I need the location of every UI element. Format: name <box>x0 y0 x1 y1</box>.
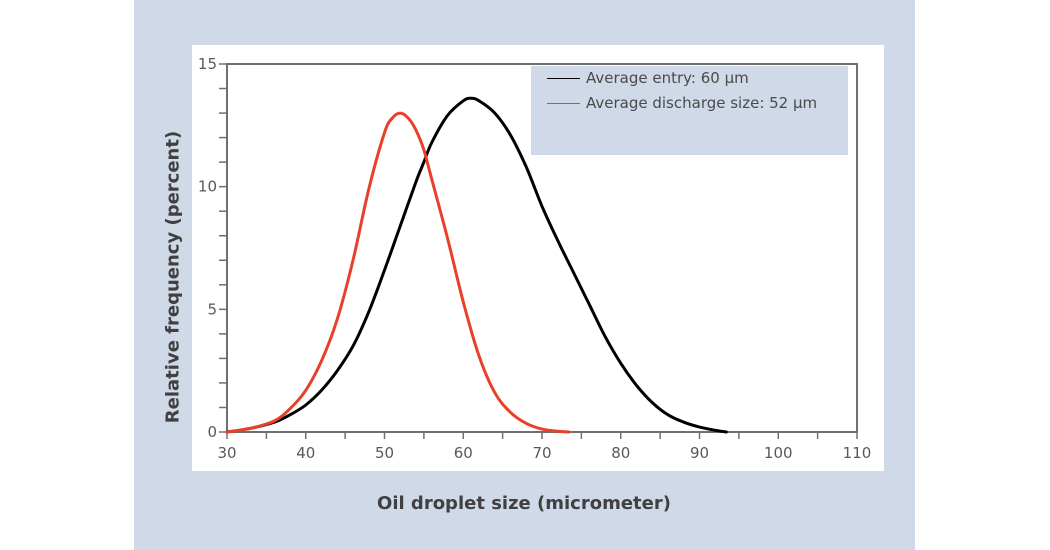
legend-item-discharge: Average discharge size: 52 µm <box>547 92 817 114</box>
legend-line-red-icon <box>547 102 580 104</box>
y-tick-label: 5 <box>207 300 217 318</box>
axes: 30 40 50 60 70 80 90 100 110 0 5 10 15 <box>198 55 871 462</box>
legend: Average entry: 60 µm Average discharge s… <box>531 66 848 155</box>
x-axis-title: Oil droplet size (micrometer) <box>377 493 671 514</box>
legend-label: Average entry: 60 µm <box>586 69 749 87</box>
x-tick-label: 70 <box>532 444 551 462</box>
y-axis-title: Relative frequency (percent) <box>162 130 184 424</box>
x-tick-label: 100 <box>764 444 793 462</box>
legend-label: Average discharge size: 52 µm <box>586 94 818 112</box>
y-tick-label: 0 <box>207 423 217 441</box>
x-tick-label: 40 <box>296 444 315 462</box>
legend-item-entry: Average entry: 60 µm <box>547 67 749 89</box>
series-discharge-line <box>225 111 571 434</box>
x-tick-label: 60 <box>454 444 473 462</box>
x-tick-label: 90 <box>690 444 709 462</box>
y-tick-label: 10 <box>198 178 217 196</box>
x-tick-label: 110 <box>843 444 872 462</box>
series-entry-line <box>225 96 728 434</box>
x-tick-label: 30 <box>217 444 236 462</box>
y-tick-label: 15 <box>198 55 217 73</box>
x-tick-label: 50 <box>375 444 394 462</box>
data-series <box>225 96 728 434</box>
x-tick-label: 80 <box>611 444 630 462</box>
legend-line-black-icon <box>547 77 580 79</box>
